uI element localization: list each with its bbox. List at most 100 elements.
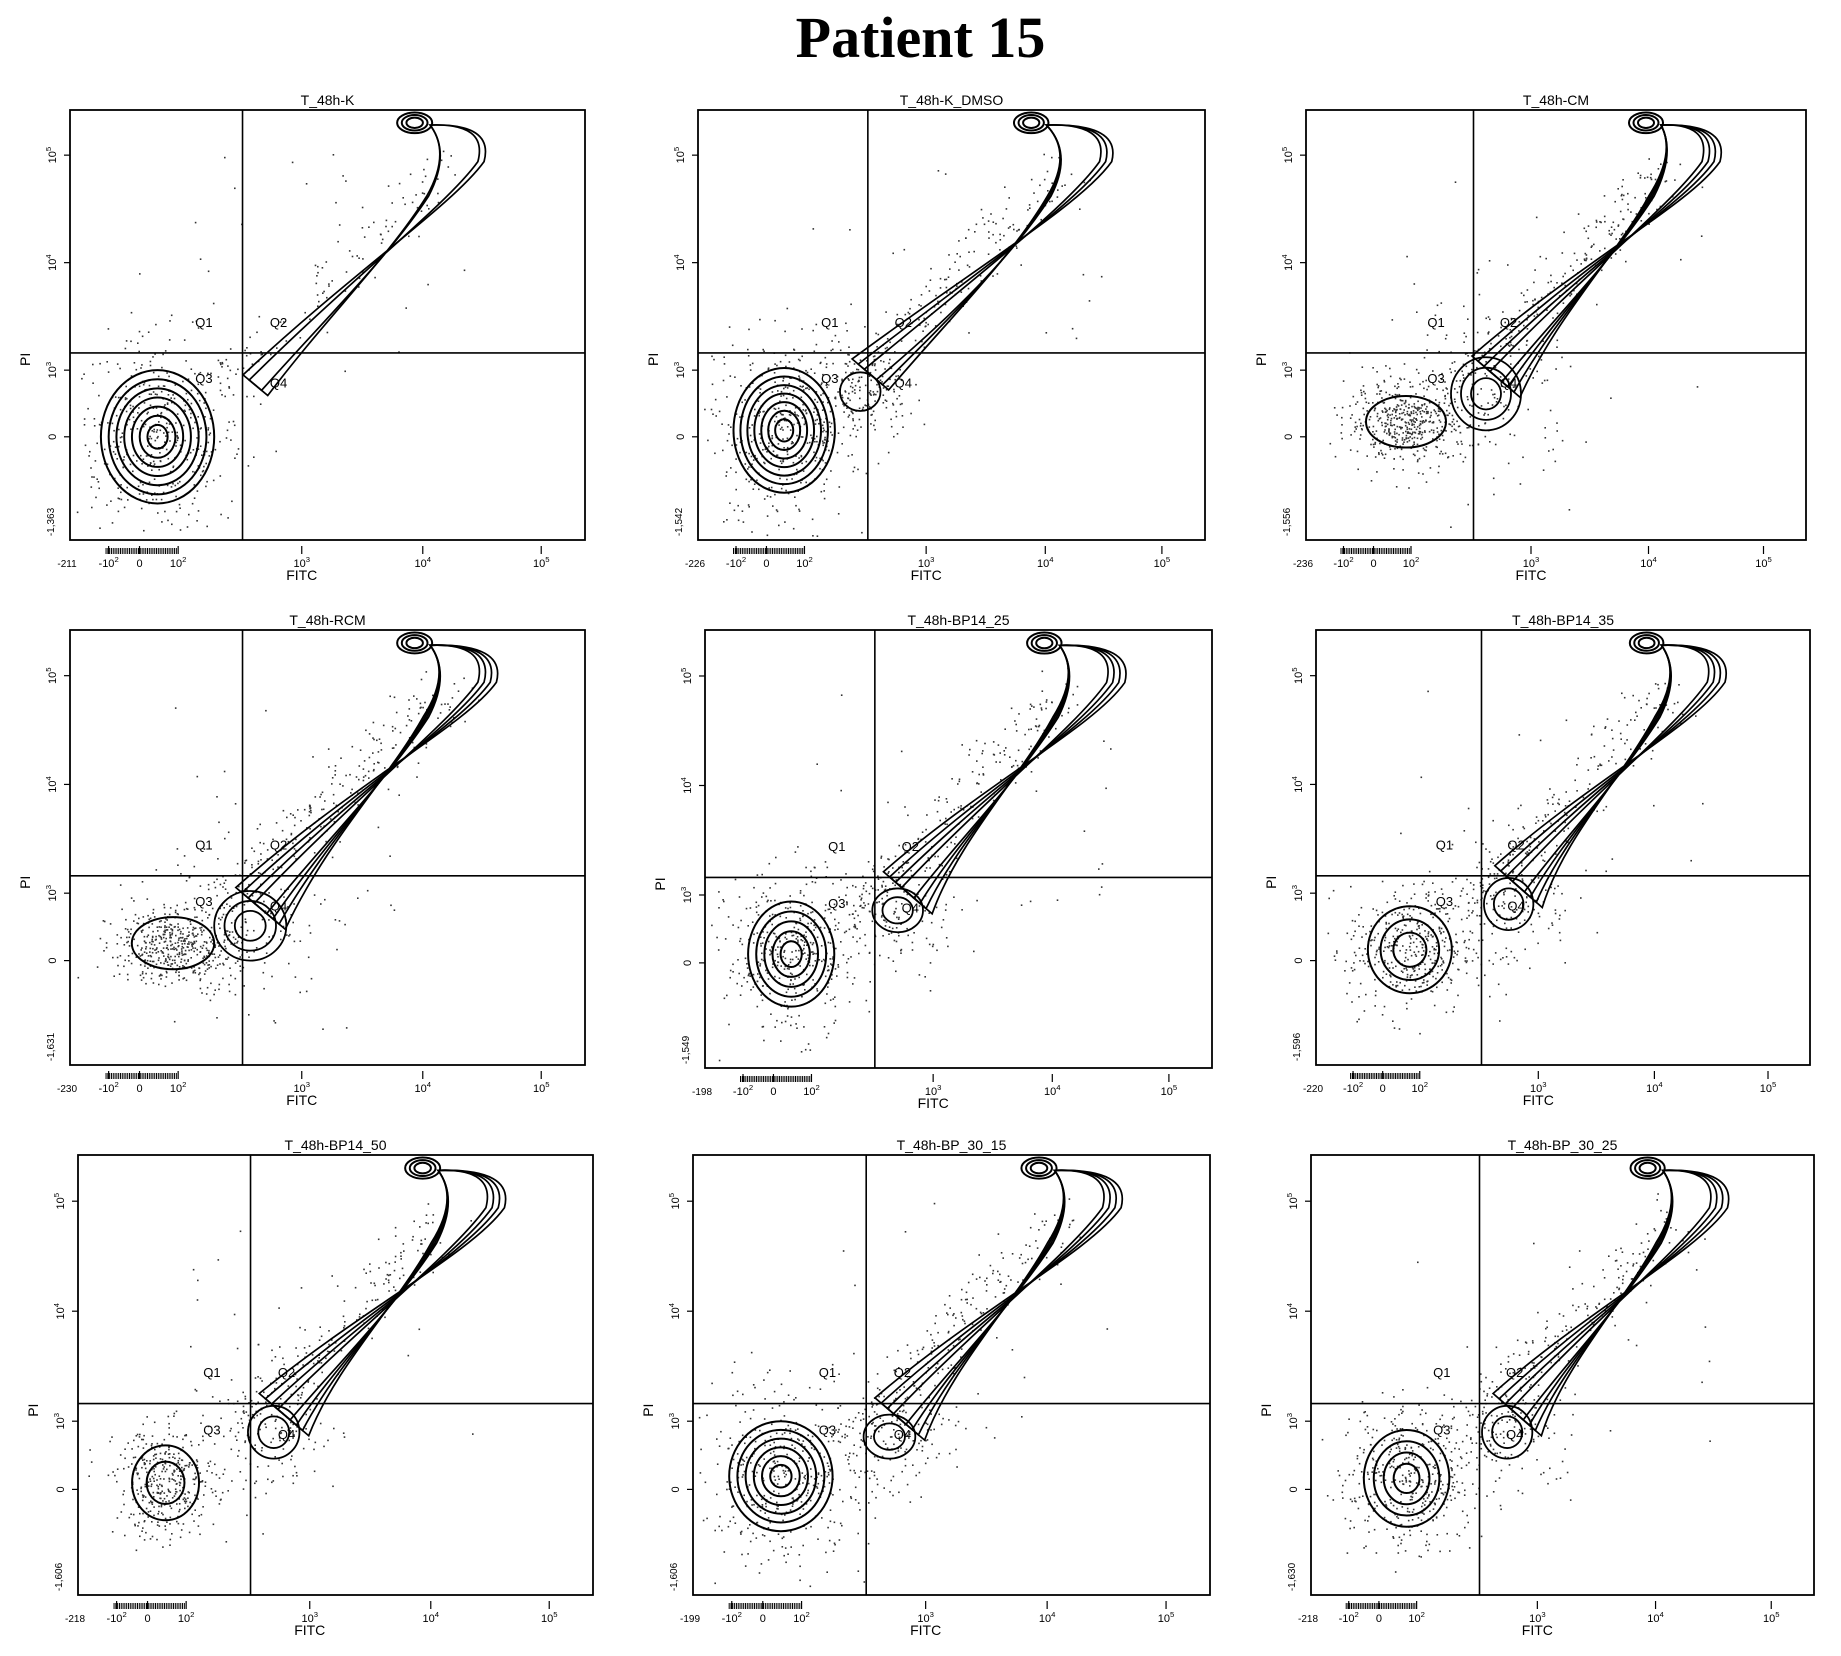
q3-contour xyxy=(739,375,829,486)
event-dot xyxy=(1533,281,1535,284)
event-dot xyxy=(331,280,333,282)
event-dot xyxy=(142,929,144,931)
event-dot xyxy=(792,983,794,985)
event-dot xyxy=(795,922,798,925)
q2-contour xyxy=(241,124,487,397)
event-dot xyxy=(413,695,415,697)
event-dot xyxy=(1535,216,1538,219)
event-dot xyxy=(864,404,866,406)
event-dot xyxy=(1418,406,1420,409)
event-dot xyxy=(193,936,196,938)
event-dot xyxy=(816,418,818,421)
event-dot xyxy=(236,940,239,943)
event-dot xyxy=(1398,912,1401,914)
event-dot xyxy=(210,372,212,375)
event-dot xyxy=(1394,433,1396,435)
event-dot xyxy=(384,767,386,769)
event-dot xyxy=(193,942,196,944)
event-dot xyxy=(1528,849,1531,851)
event-dot xyxy=(310,809,312,812)
event-dot xyxy=(855,435,857,438)
event-dot xyxy=(259,893,262,895)
event-dot xyxy=(1419,413,1422,415)
event-dot xyxy=(761,873,763,876)
event-dot xyxy=(923,346,926,349)
event-dot xyxy=(802,915,804,918)
event-dot xyxy=(847,378,849,380)
event-dot xyxy=(958,778,961,781)
event-dot xyxy=(1005,747,1007,749)
event-dot xyxy=(1484,422,1487,424)
event-dot xyxy=(1504,321,1506,324)
event-dot xyxy=(895,970,897,973)
event-dot xyxy=(853,363,856,365)
event-dot xyxy=(784,521,786,523)
event-dot xyxy=(815,456,818,459)
event-dot xyxy=(819,457,821,460)
event-dot xyxy=(140,419,143,422)
event-dot xyxy=(945,286,948,289)
event-dot xyxy=(820,361,822,364)
event-dot xyxy=(119,436,122,439)
event-dot xyxy=(1454,388,1456,390)
event-dot xyxy=(1556,422,1558,424)
event-dot xyxy=(170,397,172,399)
event-dot xyxy=(854,424,856,427)
event-dot xyxy=(1595,221,1598,223)
event-dot xyxy=(856,940,858,943)
event-dot xyxy=(1432,935,1434,938)
event-dot xyxy=(777,961,779,963)
event-dot xyxy=(710,408,713,411)
event-dot xyxy=(858,376,861,379)
event-dot xyxy=(794,496,796,498)
event-dot xyxy=(784,354,787,357)
event-dot xyxy=(911,941,914,944)
event-dot xyxy=(159,452,161,454)
event-dot xyxy=(1403,439,1406,441)
event-dot xyxy=(155,323,157,326)
event-dot xyxy=(89,450,91,453)
event-dot xyxy=(735,444,738,446)
event-dot xyxy=(785,365,787,368)
event-dot xyxy=(786,967,789,970)
event-dot xyxy=(1393,436,1395,438)
event-dot xyxy=(757,400,760,402)
event-dot xyxy=(1379,442,1381,445)
event-dot xyxy=(1427,894,1430,896)
event-dot xyxy=(1473,354,1476,356)
event-dot xyxy=(1427,935,1430,937)
event-dot xyxy=(800,396,803,399)
event-dot xyxy=(1495,877,1498,879)
event-dot xyxy=(946,823,948,826)
event-dot xyxy=(1510,344,1512,346)
event-dot xyxy=(288,935,290,937)
event-dot xyxy=(1399,399,1402,401)
event-dot xyxy=(1544,427,1546,429)
event-dot xyxy=(1570,293,1573,295)
event-dot xyxy=(257,872,260,874)
q3-contour xyxy=(763,920,820,988)
event-dot xyxy=(774,899,776,902)
event-dot xyxy=(776,953,779,956)
y-tick-label: 105 xyxy=(1280,147,1295,164)
event-dot xyxy=(1442,389,1444,392)
event-dot xyxy=(1067,711,1070,714)
event-dot xyxy=(732,971,734,973)
event-dot xyxy=(132,416,135,419)
event-dot xyxy=(1100,275,1103,278)
event-dot xyxy=(785,419,788,422)
event-dot xyxy=(945,874,948,876)
event-dot xyxy=(1039,750,1042,752)
event-dot xyxy=(1352,395,1355,398)
event-dot xyxy=(152,930,154,933)
event-dot xyxy=(1390,944,1393,947)
event-dot xyxy=(751,424,753,426)
event-dot xyxy=(1385,422,1387,425)
event-dot xyxy=(1477,443,1480,445)
event-dot xyxy=(225,930,227,932)
event-dot xyxy=(117,487,119,489)
event-dot xyxy=(1449,402,1452,405)
event-dot xyxy=(130,311,133,314)
event-dot xyxy=(1465,946,1468,949)
event-dot xyxy=(944,173,947,175)
